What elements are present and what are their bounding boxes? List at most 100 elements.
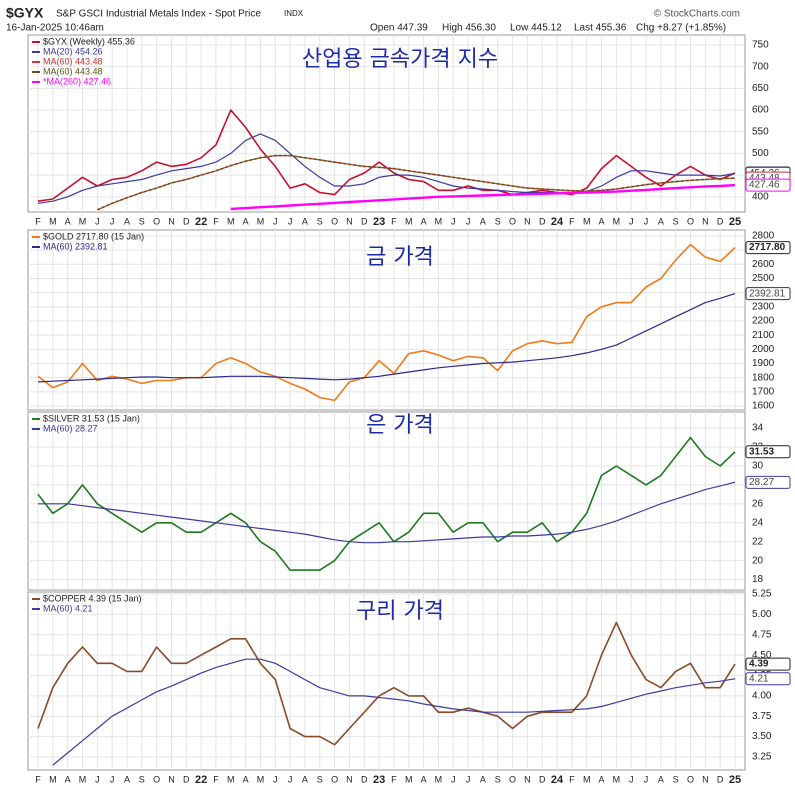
x-tick-label: A [65, 216, 71, 226]
end-label: 28.27 [749, 477, 774, 488]
x-tick-label: F [391, 774, 397, 784]
x-tick-label: J [95, 216, 100, 226]
x-tick-label: O [509, 774, 516, 784]
x-tick-label: M [405, 774, 413, 784]
x-tick-label: M [613, 774, 621, 784]
x-tick-label: A [243, 216, 249, 226]
y-tick-label: 5.25 [752, 589, 772, 600]
x-tick-label: N [168, 216, 175, 226]
x-tick-label: F [213, 216, 219, 226]
x-tick-label: D [361, 774, 368, 784]
legend-label: $COPPER 4.39 (15 Jan) [43, 593, 142, 603]
end-label-box [745, 657, 791, 671]
x-tick-label: M [435, 774, 443, 784]
y-tick-label: 500 [752, 148, 769, 159]
y-tick-label: 30 [752, 461, 764, 472]
x-tick-label: A [65, 774, 71, 784]
y-tick-label: 2600 [752, 259, 775, 270]
x-tick-label: O [687, 216, 694, 226]
credit: © StockCharts.com [654, 9, 740, 20]
x-tick-label: N [524, 774, 531, 784]
x-tick-label: M [49, 774, 57, 784]
end-label: 4.39 [749, 659, 769, 670]
x-tick-label: D [183, 216, 190, 226]
x-tick-label: D [539, 216, 546, 226]
y-tick-label: 4.00 [752, 691, 772, 702]
y-tick-label: 650 [752, 83, 769, 94]
x-tick-label: O [687, 774, 694, 784]
legend-label: MA(60) 4.21 [43, 603, 93, 613]
y-tick-label: 700 [752, 61, 769, 72]
y-tick-label: 22 [752, 536, 764, 547]
x-tick-label: N [168, 774, 175, 784]
y-tick-label: 2500 [752, 273, 775, 284]
panel-frame [27, 411, 746, 591]
legend-label: $GOLD 2717.80 (15 Jan) [43, 231, 144, 241]
x-tick-label: A [599, 774, 605, 784]
x-tick-label: O [331, 774, 338, 784]
end-label: 427.46 [749, 180, 780, 191]
y-tick-label: 550 [752, 126, 769, 137]
y-tick-label: 600 [752, 105, 769, 116]
series-line [37, 621, 736, 746]
symbol: $GYX [6, 5, 44, 21]
x-tick-label: S [139, 216, 145, 226]
index-name: S&P GSCI Industrial Metals Index - Spot … [56, 9, 261, 20]
end-label: 2717.80 [749, 242, 786, 253]
x-tick-label: J [629, 774, 634, 784]
end-label: 443.48 [749, 173, 780, 184]
legend-label: MA(60) 443.48 [43, 56, 103, 66]
y-tick-label: 1600 [752, 401, 775, 412]
panel-frame [27, 34, 746, 213]
x-tick-label: F [35, 774, 41, 784]
series-line [38, 481, 736, 544]
panel-annotation: 구리 가격 [356, 599, 444, 624]
x-tick-label: 25 [729, 216, 741, 228]
x-tick-label: J [288, 216, 293, 226]
panel-annotation: 은 가격 [366, 413, 434, 438]
x-tick-label: F [391, 216, 397, 226]
x-tick-label: J [273, 774, 278, 784]
x-tick-label: A [302, 774, 308, 784]
y-tick-label: 4.75 [752, 629, 772, 640]
y-tick-label: 2800 [752, 231, 775, 242]
x-tick-label: O [331, 216, 338, 226]
x-tick-label: N [702, 216, 709, 226]
legend-label: *MA(260) 427.46 [43, 76, 111, 86]
x-tick-label: S [317, 774, 323, 784]
series-line [230, 183, 736, 211]
y-tick-label: 34 [752, 423, 764, 434]
x-tick-label: S [495, 216, 501, 226]
x-tick-label: J [451, 216, 456, 226]
x-tick-label: M [227, 774, 235, 784]
end-label-box [745, 672, 791, 686]
open: Open 447.39 [370, 23, 428, 34]
y-tick-label: 2100 [752, 330, 775, 341]
x-tick-label: O [509, 216, 516, 226]
x-tick-label: A [658, 216, 664, 226]
x-tick-label: J [644, 774, 649, 784]
x-tick-label: O [153, 216, 160, 226]
last: Last 455.36 [574, 23, 627, 34]
change: Chg +8.27 (+1.85%) [636, 23, 726, 34]
x-tick-label: S [317, 216, 323, 226]
x-tick-label: A [480, 774, 486, 784]
end-label-box [745, 445, 791, 459]
x-tick-label: M [257, 774, 265, 784]
panel-frame [27, 591, 746, 771]
y-tick-label: 1900 [752, 358, 775, 369]
x-tick-label: D [183, 774, 190, 784]
x-tick-label: D [539, 774, 546, 784]
series-line [96, 154, 736, 211]
legend-label: MA(20) 454.26 [43, 46, 103, 56]
end-label: 31.53 [749, 446, 774, 457]
legend-label: $GYX (Weekly) 455.36 [43, 36, 135, 46]
end-label-box [745, 475, 791, 489]
x-tick-label: 23 [373, 774, 385, 786]
x-tick-label: S [495, 774, 501, 784]
series-line [37, 293, 736, 383]
y-tick-label: 3.25 [752, 752, 772, 763]
date: 16-Jan-2025 10:46am [6, 23, 104, 34]
x-tick-label: 22 [195, 216, 207, 228]
x-tick-label: M [79, 216, 87, 226]
